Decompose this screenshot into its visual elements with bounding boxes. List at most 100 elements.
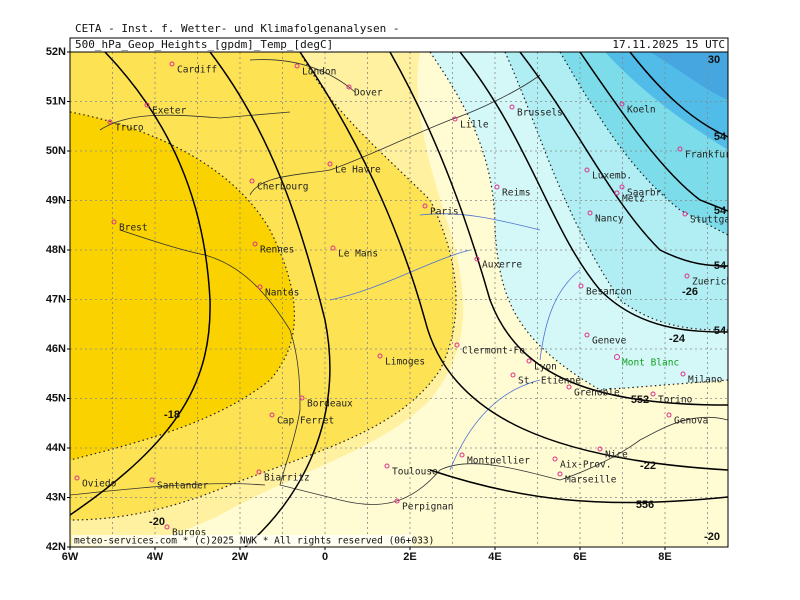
city-dot	[377, 353, 383, 359]
city-label: Le Mans	[338, 249, 378, 260]
city-dot	[587, 210, 593, 216]
city-label: Koeln	[627, 105, 656, 116]
city-label: Exeter	[152, 106, 187, 117]
datetime-label: 17.11.2025 15 UTC	[612, 38, 725, 51]
city-label: Bordeaux	[307, 399, 353, 410]
city-dot	[619, 101, 625, 107]
lat-label: 52N	[46, 46, 66, 58]
contour-label: -20	[704, 531, 720, 543]
city-dot	[666, 412, 672, 418]
lat-label: 49N	[46, 194, 66, 206]
city-dot	[74, 475, 80, 481]
city-dot	[299, 395, 305, 401]
height-contour	[70, 52, 211, 516]
city-label: Rennes	[260, 245, 294, 256]
landmark-label: Mont Blanc	[622, 358, 679, 369]
city-label: Frankfurt	[685, 150, 736, 161]
lat-label: 47N	[46, 293, 66, 305]
height-contour	[389, 52, 728, 406]
contour-label: -24	[669, 333, 686, 345]
lat-label: 50N	[46, 145, 66, 157]
city-label: Metz	[622, 194, 645, 205]
city-dot	[584, 332, 590, 338]
city-label: Geneve	[592, 336, 627, 347]
product-label: 500_hPa_Geop_Heights_[gpdm]_Temp_[degC]	[75, 38, 333, 51]
height-contour	[579, 52, 728, 212]
city-dot	[454, 342, 460, 348]
city-label: Zuerich	[692, 277, 732, 288]
temp-band	[650, 52, 728, 100]
lon-label: 2W	[232, 551, 249, 563]
height-contour	[209, 52, 331, 547]
city-dot	[169, 61, 175, 67]
city-dot	[257, 284, 263, 290]
city-dot	[346, 84, 352, 90]
city-label: Cardiff	[177, 65, 217, 76]
city-dot	[149, 477, 155, 483]
city-label: Milano	[688, 375, 723, 386]
contour-label: 30	[708, 54, 720, 66]
city-label: Nice	[605, 450, 628, 461]
city-label: Biarritz	[264, 473, 310, 484]
city-label: Torino	[658, 395, 693, 406]
coastline	[70, 59, 728, 505]
city-label: Cherbourg	[257, 182, 308, 193]
city-dot	[557, 471, 563, 477]
city-label: St. Etienne	[518, 376, 581, 387]
city-dot	[256, 469, 262, 475]
city-dot	[144, 102, 150, 108]
city-dot	[330, 245, 336, 251]
city-dot	[459, 452, 465, 458]
city-label: Nancy	[595, 214, 624, 225]
lat-label: 51N	[46, 95, 66, 107]
map-area: Cardiff London Dover Exeter Truro Lille Brusse…	[70, 52, 736, 547]
contour-label: -22	[640, 460, 656, 472]
lat-label: 46N	[46, 343, 66, 355]
city-dot	[327, 161, 333, 167]
contour-label: 556	[636, 499, 654, 511]
city-dot	[111, 219, 117, 225]
city-dot	[584, 167, 590, 173]
city-dot	[650, 391, 656, 397]
city-dot	[566, 384, 572, 390]
city-label: Nantes	[265, 288, 299, 299]
lat-label: 45N	[46, 392, 66, 404]
city-dot	[452, 116, 458, 122]
isotherm	[70, 52, 457, 521]
city-label: Cap Ferret	[277, 416, 334, 427]
city-dot	[526, 358, 532, 364]
city-dot	[682, 211, 688, 217]
contour-label: 54	[714, 325, 727, 337]
city-dot	[509, 104, 515, 110]
city-label: Montpellier	[467, 456, 530, 467]
city-dot	[494, 184, 500, 190]
city-dot	[294, 63, 300, 69]
lon-label: 4E	[488, 551, 501, 563]
city-dot	[394, 498, 400, 504]
city-label: Limoges	[385, 357, 425, 368]
contour-label: -20	[149, 516, 165, 528]
city-label: Lille	[460, 120, 489, 131]
city-label: Le Havre	[335, 165, 381, 176]
city-label: Brest	[119, 223, 148, 234]
city-dot	[107, 119, 113, 125]
city-label: Saarbr.	[627, 188, 667, 199]
city-dot	[249, 178, 255, 184]
contour-label: 552	[631, 394, 649, 406]
river	[329, 213, 581, 471]
city-label: Oviedo	[82, 479, 117, 490]
footer: meteo-services.com * (c)2025 NWK * All r…	[74, 536, 434, 547]
city-dot	[597, 446, 603, 452]
city-label: Lyon	[534, 362, 557, 373]
lat-label: 42N	[46, 541, 66, 553]
city-label: Paris	[430, 207, 459, 218]
contour-label: 54	[714, 131, 727, 143]
contour-label: -26	[682, 286, 698, 298]
city-dot	[619, 184, 625, 190]
city-dot	[164, 524, 170, 530]
lon-label: 6W	[62, 551, 79, 563]
height-contour	[299, 52, 728, 471]
footer-bg	[72, 535, 412, 546]
